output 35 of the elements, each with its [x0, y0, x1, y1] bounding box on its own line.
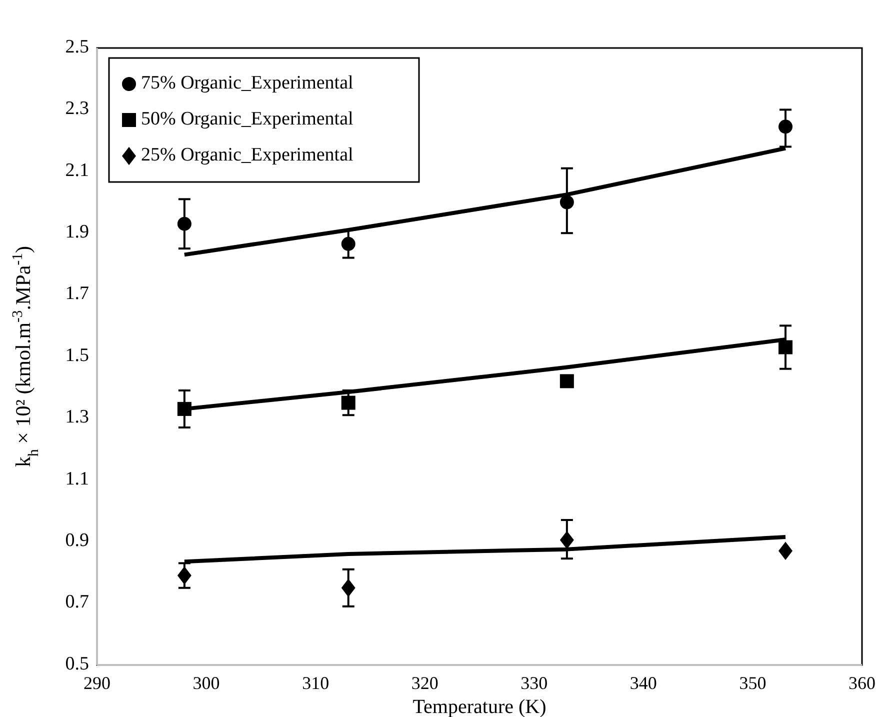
x-tick-label: 320 — [411, 673, 438, 693]
point — [560, 530, 574, 550]
y-tick-label: 0.9 — [65, 530, 89, 551]
x-tick-label: 300 — [192, 673, 220, 693]
y-tick-label: 1.5 — [65, 344, 89, 366]
y-tick-label: 1.1 — [65, 468, 89, 490]
y-tick-label: 0.5 — [65, 653, 89, 674]
x-axis-title: Temperature (K) — [412, 696, 546, 717]
point — [560, 195, 574, 210]
point — [177, 402, 192, 416]
legend-label: 25% Organic_Experimental — [141, 144, 354, 166]
point — [341, 236, 356, 251]
point — [341, 396, 356, 410]
x-tick-label: 290 — [84, 673, 110, 693]
y-tick-label: 2.3 — [65, 98, 89, 120]
point — [778, 542, 792, 560]
x-tick-label: 340 — [630, 673, 657, 693]
point — [778, 120, 792, 134]
x-tick-label: 350 — [739, 673, 766, 693]
y-tick-label: 0.7 — [65, 592, 89, 613]
y-tick-label: 1.7 — [65, 283, 89, 304]
point — [341, 578, 356, 597]
point — [177, 216, 192, 231]
x-tick-label: 330 — [520, 673, 548, 693]
point — [177, 566, 192, 585]
x-tick-label: 310 — [302, 673, 330, 693]
y-tick-label: 1.3 — [65, 406, 89, 428]
legend-label: 50% Organic_Experimental — [141, 108, 354, 130]
point — [560, 374, 574, 388]
x-tick-label: 360 — [848, 673, 876, 693]
y-tick-label: 2.5 — [65, 36, 89, 58]
y-tick-label: 2.1 — [65, 160, 89, 181]
y-tick-label: 1.9 — [65, 221, 89, 242]
legend-label: 75% Organic_Experimental — [141, 72, 354, 94]
point — [778, 340, 792, 354]
